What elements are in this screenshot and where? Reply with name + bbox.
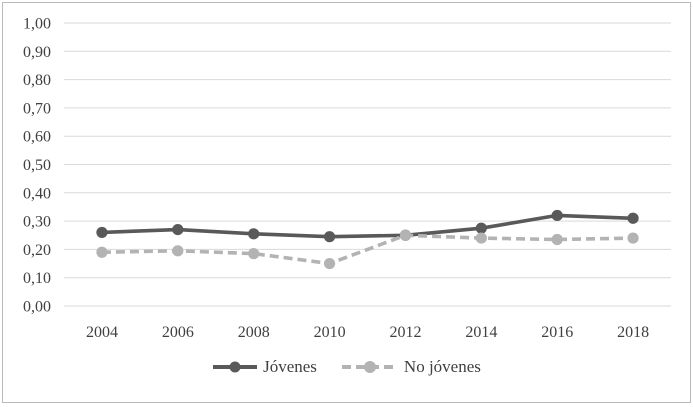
legend-marker-icon <box>363 361 376 373</box>
data-point-marker <box>551 233 563 246</box>
y-tick-label: 0,50 <box>23 157 51 174</box>
data-point-marker <box>627 232 639 244</box>
x-tick-label: 2008 <box>238 324 270 341</box>
legend-item-no-jovenes: No jóvenes <box>341 357 481 377</box>
data-point-marker <box>323 231 336 243</box>
data-point-marker <box>172 223 184 236</box>
x-tick-label: 2012 <box>389 324 421 341</box>
y-tick-label: 0,80 <box>23 72 51 89</box>
x-tick-label: 2006 <box>162 324 194 341</box>
y-tick-label: 0,00 <box>23 299 51 316</box>
data-point-marker <box>475 222 487 234</box>
legend-item-jovenes: Jóvenes <box>212 357 317 377</box>
y-tick-label: 0,90 <box>23 44 51 61</box>
legend-label-jovenes: Jóvenes <box>263 357 317 376</box>
y-tick-label: 1,00 <box>23 16 51 33</box>
data-point-marker <box>551 209 563 222</box>
chart-frame: 0,00 0,10 0,20 0,30 0,40 0,50 0,60 0,70 0,80 0,90… <box>2 2 691 403</box>
data-point-marker <box>172 245 184 257</box>
y-tick-label: 0,60 <box>23 129 51 146</box>
line-chart-plot-area: 0,00 0,10 0,20 0,30 0,40 0,50 0,60 0,70 0,80 0,90… <box>23 16 671 341</box>
legend-label-no-jovenes: No jóvenes <box>403 357 481 376</box>
data-point-marker <box>475 232 487 244</box>
data-point-marker <box>248 228 260 240</box>
x-tick-label: 2014 <box>465 324 497 341</box>
legend-dashed-line-sample <box>341 361 398 373</box>
data-point-marker <box>323 257 336 270</box>
data-point-marker <box>96 246 108 258</box>
legend-solid-line-sample <box>213 361 258 373</box>
x-tick-label: 2004 <box>86 324 118 341</box>
data-point-marker <box>627 212 639 224</box>
x-tick-label: 2016 <box>541 324 573 341</box>
y-tick-label: 0,30 <box>23 214 51 231</box>
x-tick-label: 2018 <box>617 324 649 341</box>
data-point-marker <box>96 226 108 239</box>
legend-marker-icon <box>229 361 241 373</box>
y-tick-label: 0,40 <box>23 185 51 202</box>
x-tick-label: 2010 <box>314 324 346 341</box>
data-point-marker <box>399 229 412 241</box>
chart-legend: Jóvenes No jóvenes <box>3 357 690 377</box>
y-tick-label: 0,20 <box>23 242 51 259</box>
y-tick-label: 0,10 <box>23 270 51 287</box>
y-tick-label: 0,70 <box>23 100 51 117</box>
series-line-1 <box>101 233 634 266</box>
series-line-0 <box>101 213 634 239</box>
data-point-marker <box>248 248 260 260</box>
